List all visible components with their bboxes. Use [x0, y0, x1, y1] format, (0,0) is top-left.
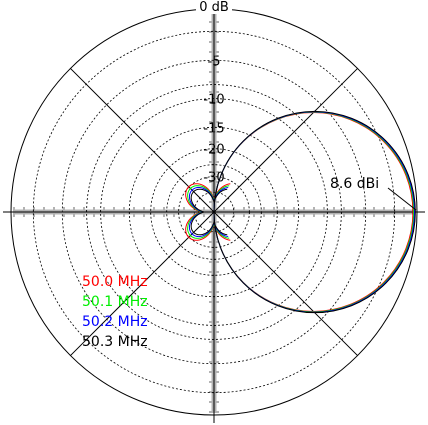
legend: 50.0 MHz 50.1 MHz 50.2 MHz 50.3 MHz: [82, 274, 148, 350]
series-50-3-MHz: [190, 110, 416, 314]
legend-entry: 50.3 MHz: [82, 334, 148, 350]
ring-label: -15: [203, 121, 224, 136]
ring-label: -10: [203, 93, 224, 108]
series-rear-lobes: [190, 188, 228, 236]
peak-annotation: 8.6 dBi: [330, 176, 417, 211]
peak-gain-label: 8.6 dBi: [330, 176, 379, 192]
legend-entry: 50.1 MHz: [82, 294, 148, 310]
series-main-lobe: [213, 110, 416, 314]
ring-label: -20: [203, 143, 224, 158]
polar-grid: [3, 1, 425, 423]
peak-leader-line: [387, 187, 417, 211]
ring-label: -30: [203, 171, 224, 186]
legend-entry: 50.2 MHz: [82, 314, 148, 330]
ring-label-bg: [196, 0, 232, 14]
series-layer: [185, 110, 416, 314]
legend-entry: 50.0 MHz: [82, 274, 148, 290]
ring-labels: 0 dB -5 -10 -15 -20 -30: [196, 0, 232, 186]
ring-label: 0 dB: [199, 0, 229, 15]
ring-label: -5: [208, 54, 221, 69]
